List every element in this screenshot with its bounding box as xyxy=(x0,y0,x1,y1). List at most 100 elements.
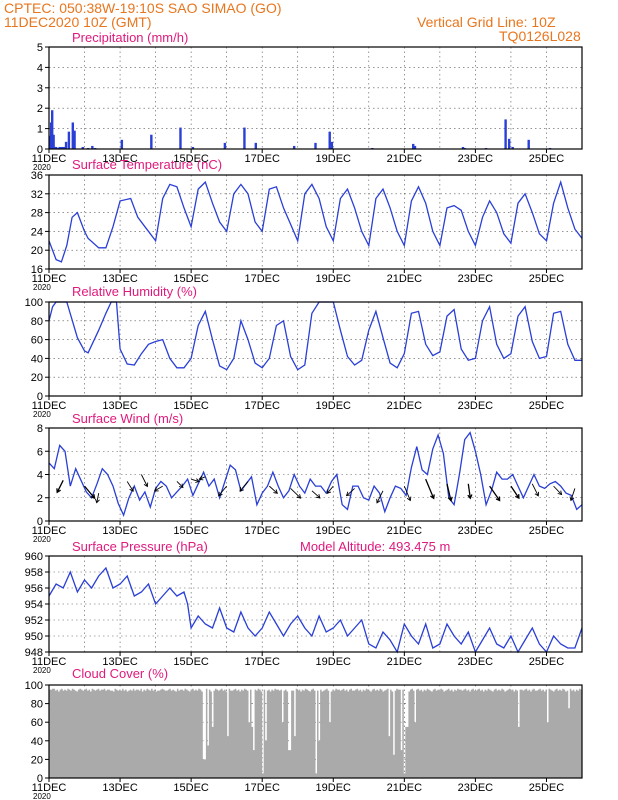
pressure-title: Surface Pressure (hPa) xyxy=(72,539,208,554)
rh-series-line xyxy=(48,301,582,371)
wind-arrow xyxy=(531,483,539,497)
wind-arrow xyxy=(467,483,471,499)
header-code: TQ0126L028 xyxy=(499,28,581,44)
pressure-ytick-label: 954 xyxy=(25,599,43,611)
wind-arrow-head xyxy=(56,488,61,494)
cloud-frame xyxy=(48,684,583,779)
temp-ytick-label: 28 xyxy=(31,208,43,220)
precip-bar xyxy=(60,146,63,149)
cloud-area xyxy=(49,688,582,778)
pressure-xtick-label: 11DEC xyxy=(32,656,67,668)
wind-arrow xyxy=(56,480,64,493)
rh-ytick-label: 40 xyxy=(31,353,43,365)
precip-bar xyxy=(50,110,54,149)
pressure-xtick-label: 13DEC xyxy=(102,656,138,668)
rh-xtick-label: 21DEC xyxy=(387,400,423,412)
cloud-title: Cloud Cover (%) xyxy=(72,666,168,681)
wind-series-line xyxy=(48,431,583,518)
pressure-annotation: Model Altitude: 493.475 m xyxy=(300,539,450,554)
cloud-xtick-label: 23DEC xyxy=(458,782,494,794)
precip-bar xyxy=(191,146,195,149)
wind-arrow-head xyxy=(569,496,575,502)
precip-bar xyxy=(330,141,334,149)
pressure-ytick-label: 948 xyxy=(25,647,43,659)
wind-arrow xyxy=(311,490,321,499)
wind-arrow-head xyxy=(345,491,351,497)
precip-bar xyxy=(73,130,76,149)
wind-ytick-label: 4 xyxy=(37,470,43,482)
wind-arrow xyxy=(553,485,562,495)
pressure-ytick-label: 956 xyxy=(25,583,43,595)
temp-xtick-label: 13DEC xyxy=(102,273,138,285)
wind-arrow xyxy=(96,493,100,503)
precip-bar xyxy=(179,127,182,149)
wind-arrow-head xyxy=(557,490,563,496)
temp-ytick-label: 20 xyxy=(31,245,43,257)
pressure-series-line xyxy=(48,566,583,654)
wind-arrow xyxy=(191,478,200,482)
wind-xtick-label: 21DEC xyxy=(387,525,423,537)
rh-xtick-label: 23DEC xyxy=(458,400,494,412)
pressure-xtick-label: 23DEC xyxy=(458,656,494,668)
temp-xtick-label: 17DEC xyxy=(244,273,280,285)
rh-ytick-label: 20 xyxy=(31,372,43,384)
rh-xtick-label: 11DEC xyxy=(32,400,67,412)
wind-ytick-label: 6 xyxy=(37,446,43,458)
precip-xtick-label: 23DEC xyxy=(458,153,494,165)
wind-arrow xyxy=(326,485,334,494)
wind-year-label: 2020 xyxy=(33,535,51,544)
wind-xtick-label: 19DEC xyxy=(316,525,352,537)
temp-ytick-label: 24 xyxy=(31,226,43,238)
wind-arrow-head xyxy=(376,498,381,504)
temp-xtick-label: 25DEC xyxy=(529,273,565,285)
cloud-xtick-label: 21DEC xyxy=(387,782,423,794)
header-date: 11DEC2020 10Z (GMT) xyxy=(4,14,152,30)
temp-xtick-label: 21DEC xyxy=(387,273,423,285)
precip-bar xyxy=(62,146,66,149)
precip-ytick-label: 3 xyxy=(37,83,43,95)
precip-bar xyxy=(223,142,227,149)
wind-arrow xyxy=(218,485,228,497)
wind-xtick-label: 15DEC xyxy=(173,525,209,537)
wind-arrow-head xyxy=(90,494,96,500)
wind-arrow xyxy=(199,476,206,480)
cloud-ytick-label: 100 xyxy=(25,680,43,692)
precip-ytick-label: 0 xyxy=(37,144,43,156)
precip-bar xyxy=(120,139,124,149)
wind-arrow-head xyxy=(406,496,412,502)
wind-arrow-head xyxy=(296,494,302,499)
wind-arrow-head xyxy=(239,487,244,492)
pressure-ytick-label: 960 xyxy=(25,551,43,563)
wind-title: Surface Wind (m/s) xyxy=(72,411,183,426)
precip-bar xyxy=(81,146,84,149)
wind-arrow-head xyxy=(467,494,473,500)
temp-xtick-label: 11DEC xyxy=(32,273,67,285)
wind-arrow xyxy=(570,488,576,501)
header-grid-note: Vertical Grid Line: 10Z xyxy=(417,14,556,30)
precip-bar xyxy=(461,146,465,149)
pressure-xtick-label: 17DEC xyxy=(244,656,280,668)
precip-bar xyxy=(511,146,514,149)
precip-ytick-label: 5 xyxy=(37,42,43,54)
precip-bar xyxy=(150,134,153,149)
rh-xtick-label: 17DEC xyxy=(244,400,280,412)
wind-arrow-head xyxy=(198,475,204,481)
cloud-xtick-label: 11DEC xyxy=(32,782,67,794)
precip-bar xyxy=(254,142,258,149)
wind-arrow xyxy=(403,485,411,501)
wind-xtick-label: 25DEC xyxy=(529,525,565,537)
cloud-ytick-label: 40 xyxy=(31,736,43,748)
wind-arrow xyxy=(176,481,184,488)
rh-xtick-label: 25DEC xyxy=(529,400,565,412)
wind-arrow xyxy=(489,485,501,501)
precip-bar xyxy=(71,122,75,149)
precip-title: Precipitation (mm/h) xyxy=(72,30,188,45)
rh-frame xyxy=(48,301,583,397)
rh-xtick-label: 15DEC xyxy=(173,400,209,412)
rh-xtick-label: 19DEC xyxy=(316,400,352,412)
temp-title: Surface Temperature (nC) xyxy=(72,157,222,172)
precip-bar xyxy=(314,142,317,149)
precip-bar xyxy=(48,135,51,149)
temp-xtick-label: 15DEC xyxy=(173,273,209,285)
pressure-xtick-label: 21DEC xyxy=(387,656,423,668)
